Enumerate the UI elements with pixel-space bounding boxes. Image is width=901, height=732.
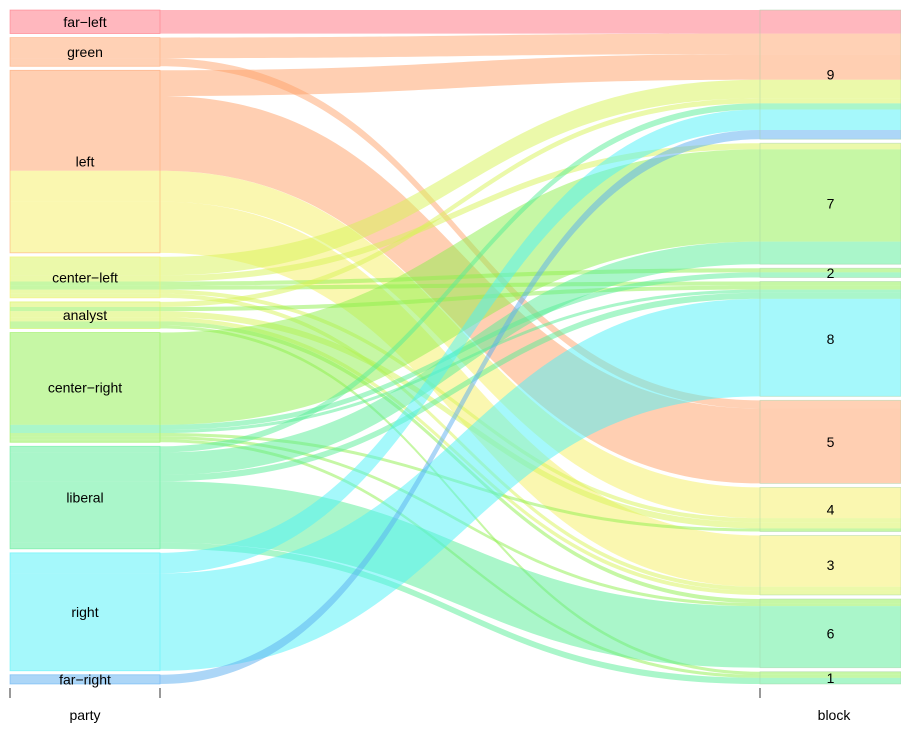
party-stratum-green [9, 37, 161, 67]
block-stratum-7 [759, 142, 901, 265]
block-stratum-5 [759, 399, 901, 484]
stratum-label-layer: far−left green left center−left analyst cente… [48, 14, 835, 688]
block-axis-label: block [818, 707, 852, 723]
flow-right-to-block-8 [10, 298, 901, 671]
flow-liberal-to-block-6 [10, 481, 901, 668]
party-stratum-right [9, 552, 161, 672]
party-label-analyst: analyst [63, 307, 107, 323]
flow-center-left-to-block-9 [10, 79, 901, 276]
party-label-far-right: far−right [59, 671, 111, 687]
flow-right-to-block-9 [10, 109, 901, 574]
party-label-center-right: center−right [48, 379, 122, 395]
party-label-right: right [71, 604, 98, 620]
block-label-6: 6 [827, 625, 835, 641]
party-stratum-left [9, 69, 161, 254]
block-label-8: 8 [827, 331, 835, 347]
block-stratum-4 [759, 486, 901, 532]
party-stratum-far-right [9, 674, 161, 685]
stratum-layer [9, 9, 901, 685]
party-label-far-left: far−left [63, 14, 106, 30]
party-stratum-center-left [9, 256, 161, 299]
party-stratum-liberal [9, 445, 161, 550]
block-stratum-1 [759, 671, 901, 685]
flow-liberal-to-block-1 [10, 542, 901, 684]
block-stratum-2 [759, 267, 901, 278]
block-label-4: 4 [827, 501, 835, 517]
block-label-1: 1 [827, 670, 835, 686]
party-label-green: green [67, 44, 103, 60]
block-label-7: 7 [827, 196, 835, 212]
block-label-2: 2 [827, 265, 835, 281]
party-label-left: left [76, 154, 95, 170]
block-label-3: 3 [827, 557, 835, 573]
flow-left-to-block-3 [10, 201, 901, 587]
flow-center-right-to-block-7 [10, 149, 901, 425]
party-stratum-analyst [9, 301, 161, 329]
flow-layer [10, 10, 901, 684]
block-stratum-3 [759, 535, 901, 596]
flow-green-to-block-9 [10, 33, 901, 59]
party-axis-label: party [69, 707, 100, 723]
party-stratum-far-left [9, 9, 161, 34]
flow-left-to-block-9 [10, 54, 901, 96]
block-label-9: 9 [827, 67, 835, 83]
block-stratum-9 [759, 9, 901, 140]
party-label-center-left: center−left [52, 269, 118, 285]
flow-liberal-to-block-8 [10, 292, 901, 482]
block-stratum-8 [759, 281, 901, 397]
party-label-liberal: liberal [66, 490, 103, 506]
flow-far-left-to-block-9 [10, 10, 901, 34]
axis-layer: party block [9, 688, 852, 723]
flow-liberal-to-block-7 [10, 241, 901, 475]
block-stratum-6 [759, 598, 901, 669]
party-stratum-center-right [9, 332, 161, 443]
flow-center-left-to-block-7 [10, 143, 901, 282]
block-label-5: 5 [827, 434, 835, 450]
